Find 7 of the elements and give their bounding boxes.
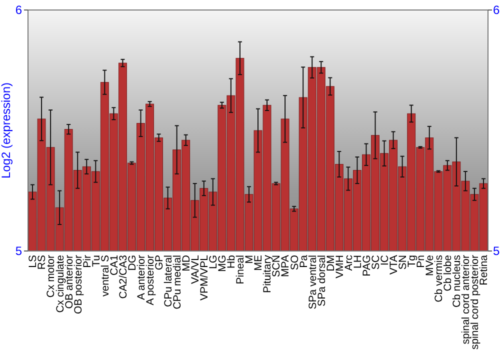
x-tick-label: MVe xyxy=(424,254,436,276)
y-axis-title: Log2 (expression) xyxy=(0,82,13,179)
x-tick-label: Tg xyxy=(406,254,418,268)
x-tick-label: CPu medial xyxy=(172,255,184,310)
x-tick-label: RS xyxy=(36,255,48,270)
y2-tick-label: 6 xyxy=(493,3,500,18)
y2-tick-label: 5 xyxy=(493,244,500,258)
